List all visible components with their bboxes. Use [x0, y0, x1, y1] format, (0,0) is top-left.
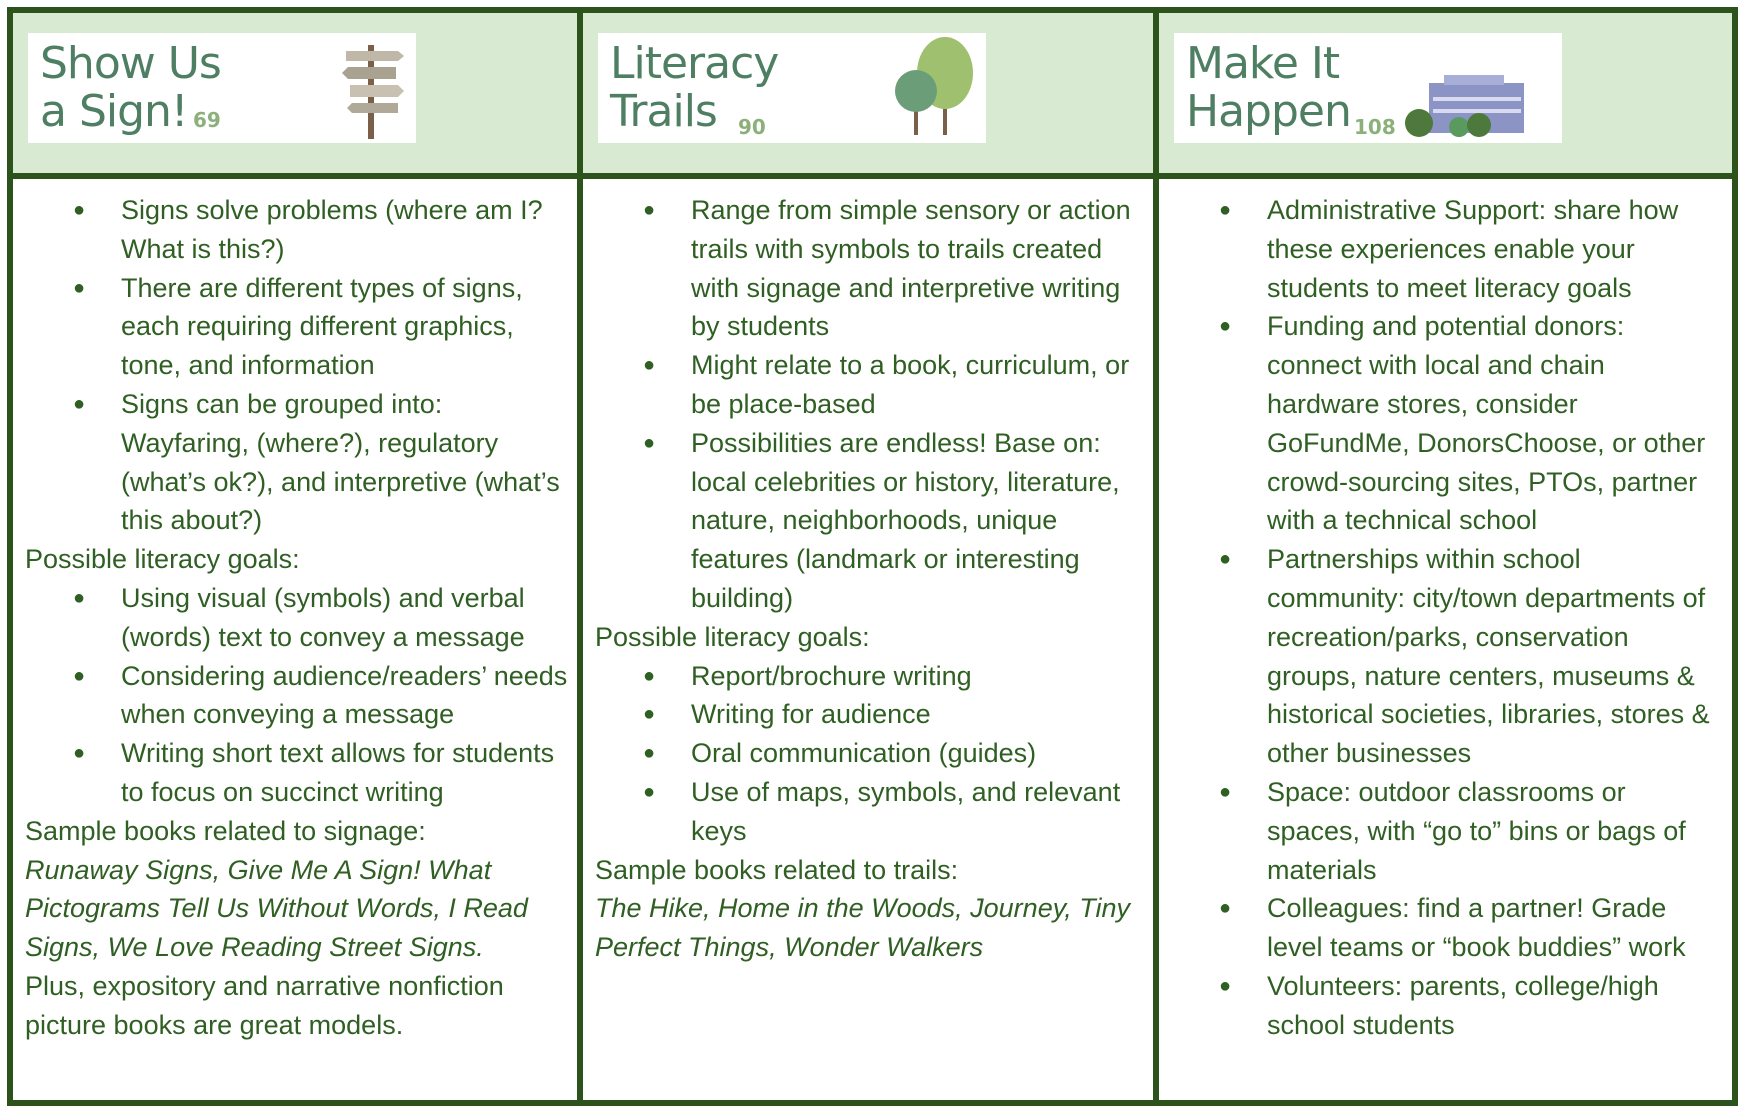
bullet: Use of maps, symbols, and relevant keys — [643, 773, 1145, 851]
bullet: Using visual (symbols) and verbal (words… — [73, 579, 569, 657]
bullet: Signs can be grouped into: Wayfaring, (w… — [73, 385, 569, 540]
note: Plus, expository and narrative nonfictio… — [25, 970, 504, 1040]
bullet: Range from simple sensory or action trai… — [643, 191, 1145, 346]
bullet: Partnerships within school community: ci… — [1219, 540, 1724, 773]
bullet-list: Signs solve problems (where am I? What i… — [25, 191, 569, 540]
title-line: Happen — [1186, 86, 1352, 137]
header-cell: Show Us a Sign! 69 — [7, 7, 583, 179]
title-line: Literacy — [610, 38, 779, 89]
subheading: Sample books related to trails: — [595, 854, 959, 885]
bullet: Volunteers: parents, college/high school… — [1219, 967, 1724, 1045]
bullet: Considering audience/readers’ needs when… — [73, 657, 569, 735]
bullet: Might relate to a book, curriculum, or b… — [643, 346, 1145, 424]
body-cell: Administrative Support: share how these … — [1153, 179, 1738, 1106]
bullet: Report/brochure writing — [643, 657, 1145, 696]
page-number: 69 — [193, 108, 221, 132]
bullet-list: Using visual (symbols) and verbal (words… — [25, 579, 569, 812]
subheading: Sample books related to signage: — [25, 815, 426, 846]
body-cell: Range from simple sensory or action trai… — [577, 179, 1159, 1106]
title-line: Make It — [1186, 38, 1340, 89]
body-cell: Signs solve problems (where am I? What i… — [7, 179, 583, 1106]
header-card: Make It Happen 108 — [1174, 33, 1562, 143]
icon — [342, 45, 404, 139]
bullet: Writing short text allows for students t… — [73, 734, 569, 812]
icon — [1405, 75, 1524, 137]
header-card: Literacy Trails 90 — [598, 33, 986, 143]
icon — [895, 37, 973, 135]
page-number: 108 — [1354, 115, 1396, 139]
header-cell: Make It Happen 108 — [1153, 7, 1738, 179]
title-line: Show Us — [40, 38, 222, 89]
bullet: Space: outdoor classrooms or spaces, wit… — [1219, 773, 1724, 889]
bullet: Colleagues: find a partner! Grade level … — [1219, 889, 1724, 967]
subheading: Possible literacy goals: — [595, 621, 870, 652]
header-cell: Literacy Trails 90 — [577, 7, 1159, 179]
title-line: Trails — [610, 86, 718, 137]
header-card: Show Us a Sign! 69 — [28, 33, 416, 143]
bullet: Writing for audience — [643, 695, 1145, 734]
bullet: Funding and potential donors: connect wi… — [1219, 307, 1724, 540]
book-list: The Hike, Home in the Woods, Journey, Ti… — [595, 893, 1130, 963]
bullet: There are different types of signs, each… — [73, 269, 569, 385]
bullet: Signs solve problems (where am I? What i… — [73, 191, 569, 269]
bullet-list: Administrative Support: share how these … — [1171, 191, 1724, 1045]
subheading: Possible literacy goals: — [25, 544, 300, 575]
bullet: Possibilities are endless! Base on: loca… — [643, 424, 1145, 618]
book-list: Runaway Signs, Give Me A Sign! What Pict… — [25, 854, 528, 963]
page-number: 90 — [738, 115, 766, 139]
table: Show Us a Sign! 69 Literacy Trails 90 Make It H… — [7, 7, 1738, 1106]
bullet: Oral communication (guides) — [643, 734, 1145, 773]
bullet: Administrative Support: share how these … — [1219, 191, 1724, 307]
bullet-list: Report/brochure writingWriting for audie… — [595, 657, 1145, 851]
bullet-list: Range from simple sensory or action trai… — [595, 191, 1145, 618]
title-line: a Sign! — [40, 86, 189, 137]
